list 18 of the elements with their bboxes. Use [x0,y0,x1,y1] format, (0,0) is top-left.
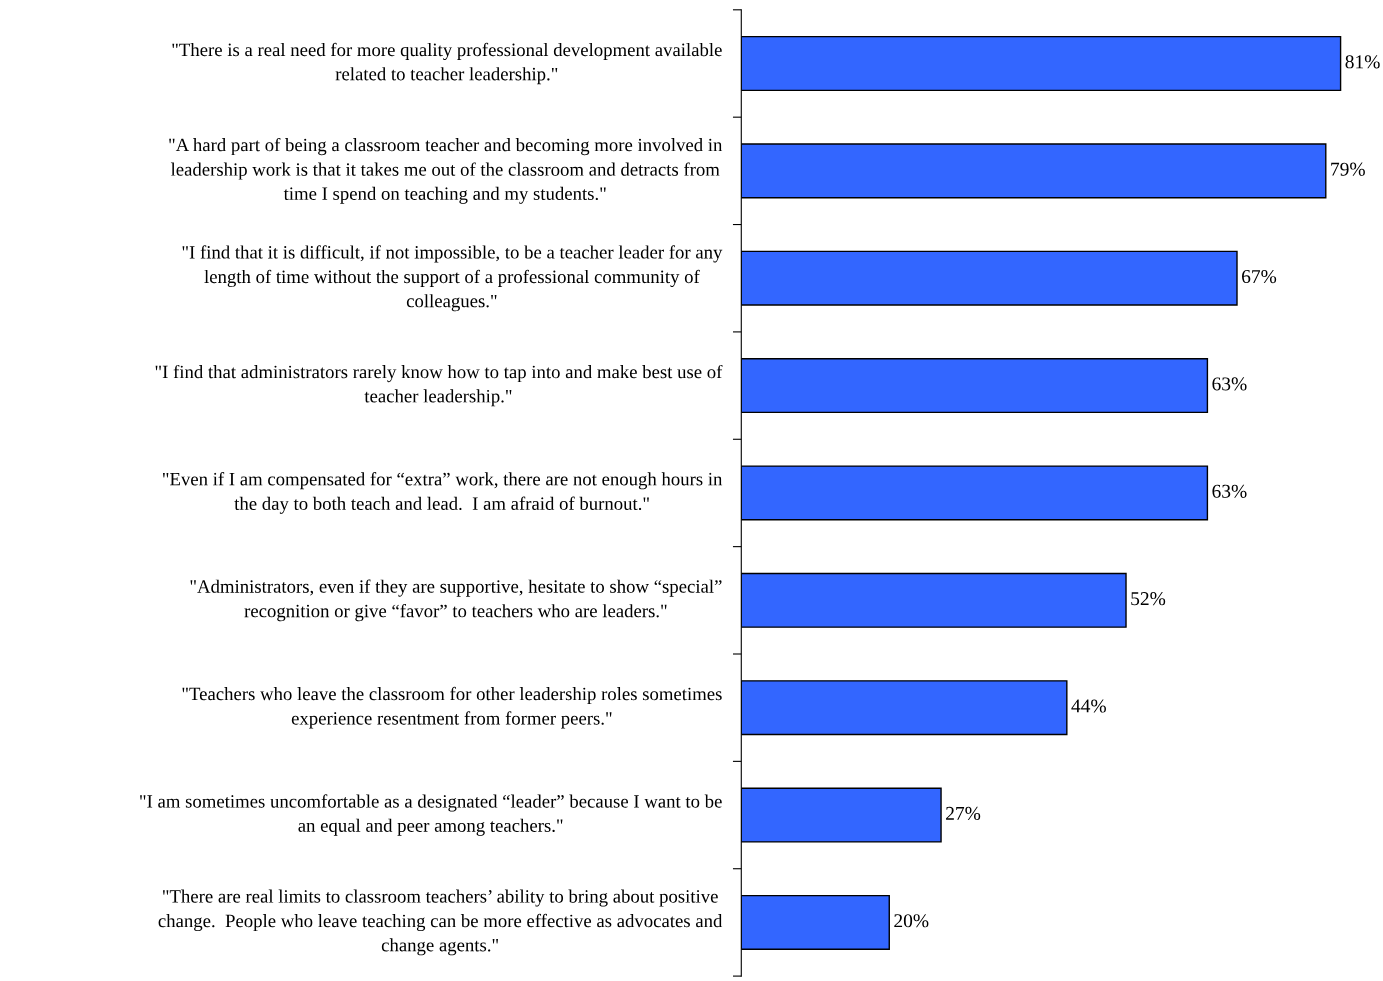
data-label: 67% [1242,269,1277,284]
data-label: 52% [1131,592,1166,606]
y-tick-label: "Administrators, even if they are supportive, hesitate to show “special” recognition or give “favor” to teachers who are leaders." [190,579,722,622]
data-label: 20% [894,914,929,928]
y-tick-label: "There are real limits to classroom teachers’ ability to bring about positive change. People who leave teaching can be more effective as advocates and change agents." [158,889,723,956]
data-label: 27% [946,806,981,820]
y-tick-label: "Teachers who leave the classroom for other leadership roles sometimes experience resentment from former peers." [182,686,722,729]
data-label: 63% [1212,377,1247,391]
y-tick-label: "There is a real need for more quality professional development available related to teacher leadership." [172,42,722,85]
y-tick-label: "Even if I am compensated for “extra” work, there are not enough hours in the day to both teach and lead. I am afraid of burnout." [163,472,723,514]
y-tick-label: "I find that administrators rarely know how to tap into and make best use of teacher leadership." [155,364,723,407]
data-label: 81% [1345,55,1380,69]
data-label: 44% [1071,699,1106,713]
y-tick-label: "I am sometimes uncomfortable as a designated “leader” because I want to be an equal and peer among teachers." [140,794,722,836]
data-label: 63% [1212,484,1247,498]
data-label: 79% [1331,162,1365,176]
y-tick-label: "A hard part of being a classroom teacher and becoming more involved in leadership work is that it takes me out of the classroom and detracts from time I spend on teaching and my students." [169,137,723,204]
y-tick-label: "I find that it is difficult, if not impossible, to be a teacher leader for any length of time without the support of a professional community of colleagues." [182,245,723,312]
